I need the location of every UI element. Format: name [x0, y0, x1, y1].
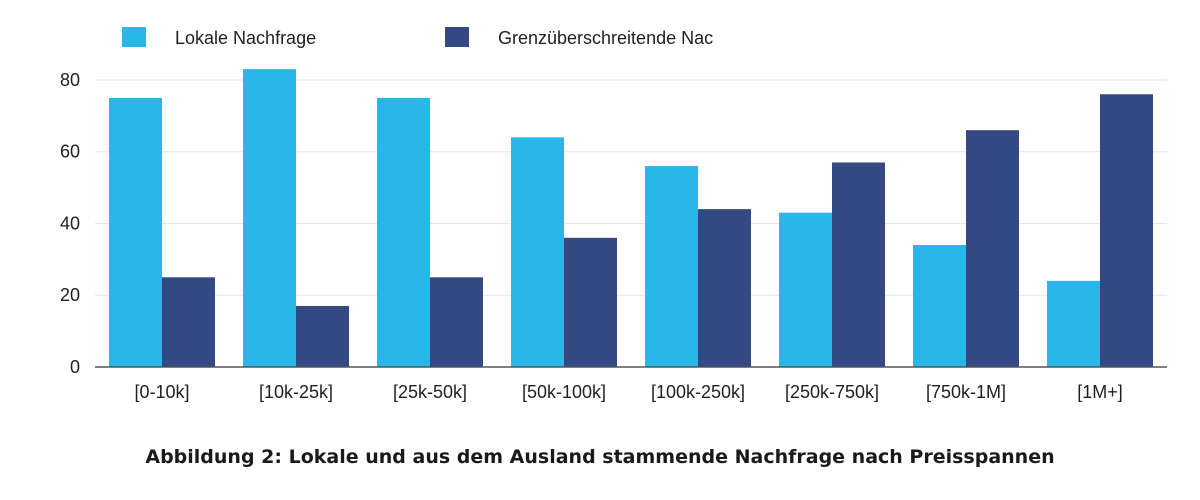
legend-label: Lokale Nachfrage [175, 28, 316, 48]
axes: 0 20 40 60 80 [0-10k] [10k-25k] [25k-50k] [50k-1… [60, 70, 1167, 402]
bar-lokale-nachfrage [1047, 280, 1100, 367]
legend-label: Grenzüberschreitende Nac [498, 28, 713, 48]
y-tick-label: 80 [60, 70, 80, 90]
x-tick-label: [250k-750k] [785, 382, 879, 402]
bar-lokale-nachfrage [243, 69, 296, 368]
bar-grenzueberschreitende [832, 162, 885, 367]
bar-grenzueberschreitende [162, 277, 215, 367]
bar-lokale-nachfrage [511, 137, 564, 367]
y-tick-label: 40 [60, 213, 80, 233]
y-tick-label: 0 [70, 357, 80, 377]
bar-grenzueberschreitende [296, 306, 349, 367]
figure-caption: Abbildung 2: Lokale und aus dem Ausland … [145, 446, 1055, 468]
legend-swatch [445, 27, 469, 47]
bars [109, 69, 1153, 368]
bar-grenzueberschreitende [966, 130, 1019, 367]
bar-grenzueberschreitende [1100, 94, 1153, 367]
y-tick-label: 20 [60, 285, 80, 305]
bar-lokale-nachfrage [377, 97, 430, 367]
x-tick-label: [0-10k] [134, 382, 189, 402]
bar-grenzueberschreitende [430, 277, 483, 367]
x-tick-label: [10k-25k] [259, 382, 333, 402]
bar-lokale-nachfrage [913, 245, 966, 367]
bar-grenzueberschreitende [698, 209, 751, 367]
x-tick-label: [1M+] [1077, 382, 1123, 402]
x-tick-label: [50k-100k] [522, 382, 606, 402]
bar-grenzueberschreitende [564, 237, 617, 367]
x-tick-label: [750k-1M] [926, 382, 1006, 402]
grouped-bar-chart: 0 20 40 60 80 [0-10k] [10k-25k] [25k-50k] [50k-1… [60, 27, 1167, 402]
legend-swatch [122, 27, 146, 47]
x-tick-label: [25k-50k] [393, 382, 467, 402]
x-tick-label: [100k-250k] [651, 382, 745, 402]
bar-lokale-nachfrage [109, 97, 162, 367]
bar-lokale-nachfrage [779, 212, 832, 367]
y-tick-label: 60 [60, 142, 80, 162]
legend: Lokale Nachfrage Grenzüberschreitende Nac [122, 27, 713, 48]
bar-lokale-nachfrage [645, 166, 698, 367]
